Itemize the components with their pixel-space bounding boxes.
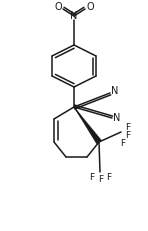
Text: F: F: [106, 173, 112, 182]
Text: O: O: [86, 2, 94, 12]
Text: N: N: [113, 113, 121, 123]
Text: F: F: [98, 176, 104, 185]
Text: N: N: [70, 11, 78, 21]
Text: F: F: [120, 139, 126, 148]
Polygon shape: [74, 107, 101, 144]
Text: F: F: [126, 124, 131, 133]
Text: F: F: [89, 173, 95, 182]
Text: N: N: [111, 86, 119, 96]
Text: O: O: [54, 2, 62, 12]
Text: F: F: [126, 131, 131, 140]
